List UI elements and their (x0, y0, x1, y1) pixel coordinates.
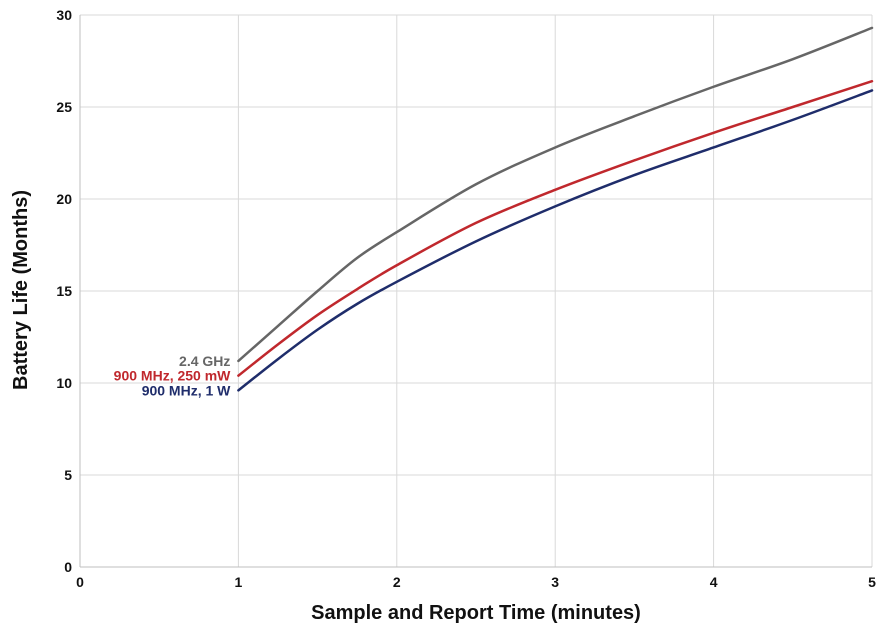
grid (80, 14, 873, 567)
y-tick-label: 20 (56, 191, 72, 207)
x-tick-label: 2 (393, 574, 401, 590)
y-axis-title: Battery Life (Months) (10, 190, 32, 390)
y-tick-labels: 0 5 10 15 20 25 30 (56, 7, 72, 575)
x-axis-title: Sample and Report Time (minutes) (311, 602, 641, 624)
x-tick-label: 1 (235, 574, 243, 590)
y-tick-label: 0 (64, 559, 72, 575)
x-tick-label: 3 (551, 574, 559, 590)
x-tick-label: 0 (76, 574, 84, 590)
series-label-2-4-ghz: 2.4 GHz (179, 353, 230, 369)
series-lines (237, 26, 874, 392)
x-tick-label: 4 (710, 574, 718, 590)
series-line-900-mhz-1-w (237, 89, 874, 392)
x-tick-label: 5 (868, 574, 876, 590)
y-tick-label: 30 (56, 7, 72, 23)
axes (79, 15, 872, 568)
series-label-900-mhz-250-mw: 900 MHz, 250 mW (114, 368, 231, 384)
y-tick-label: 5 (64, 467, 72, 483)
x-tick-labels: 0 1 2 3 4 5 (76, 574, 876, 590)
series-line-2-4-ghz (237, 26, 874, 363)
series-label-900-mhz-1-w: 900 MHz, 1 W (142, 382, 231, 398)
y-tick-label: 25 (56, 99, 72, 115)
y-tick-label: 10 (56, 375, 72, 391)
series-line-900-mhz-250-mw (237, 79, 874, 377)
y-tick-label: 15 (56, 283, 72, 299)
